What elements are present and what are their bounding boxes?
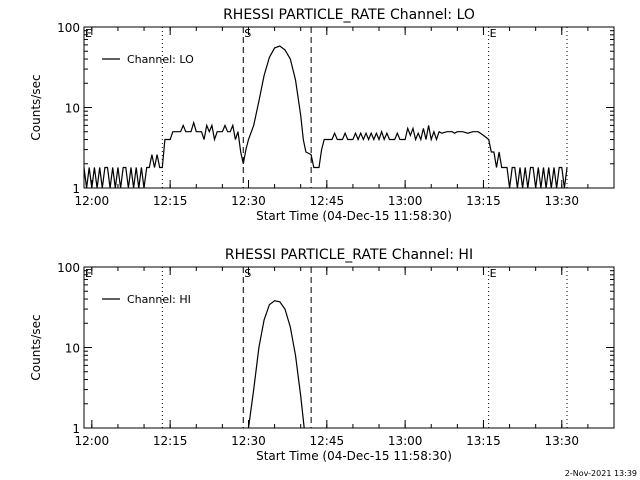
x-tick-label: 13:00	[388, 194, 423, 208]
x-tick-label: 13:15	[466, 194, 501, 208]
marker-label: E	[85, 27, 92, 40]
x-tick-label: 13:00	[388, 434, 423, 448]
chart-hi-panel: RHESSI PARTICLE_RATE Channel: HI Counts/s…	[29, 247, 615, 463]
footer-timestamp: 2-Nov-2021 13:39	[565, 469, 637, 478]
x-tick-label: 12:45	[310, 194, 345, 208]
legend-entry: Channel: HI	[127, 293, 191, 306]
series-line	[247, 300, 305, 429]
marker-label: S	[244, 27, 251, 40]
x-tick-label: 12:15	[153, 434, 188, 448]
y-tick-label: 100	[57, 261, 80, 275]
x-tick-label: 12:15	[153, 194, 188, 208]
y-tick-label: 1	[72, 182, 80, 196]
y-axis-label: Counts/sec	[29, 314, 43, 380]
plot-frame	[83, 26, 615, 189]
y-tick-label: 10	[65, 102, 80, 116]
legend-entry: Channel: LO	[127, 53, 194, 66]
y-tick-label: 10	[65, 342, 80, 356]
y-axis-label: Counts/sec	[29, 74, 43, 140]
marker-label: E	[490, 267, 497, 280]
x-tick-label: 12:30	[231, 194, 266, 208]
chart-title: RHESSI PARTICLE_RATE Channel: LO	[223, 7, 475, 23]
x-axis-label: Start Time (04-Dec-15 11:58:30)	[256, 209, 452, 223]
x-axis-label: Start Time (04-Dec-15 11:58:30)	[256, 449, 452, 463]
y-tick-label: 1	[72, 422, 80, 436]
x-tick-label: 13:30	[544, 194, 579, 208]
plot-frame	[83, 266, 615, 429]
chart-title: RHESSI PARTICLE_RATE Channel: HI	[225, 247, 473, 263]
x-tick-label: 13:15	[466, 434, 501, 448]
marker-label: E	[85, 267, 92, 280]
x-tick-label: 12:30	[231, 434, 266, 448]
x-tick-label: 12:00	[75, 434, 110, 448]
x-tick-label: 13:30	[544, 434, 579, 448]
series-line	[83, 45, 568, 189]
chart-lo-panel: RHESSI PARTICLE_RATE Channel: LO Counts/s…	[29, 7, 615, 223]
y-tick-label: 100	[57, 21, 80, 35]
x-tick-label: 12:00	[75, 194, 110, 208]
marker-label: E	[490, 27, 497, 40]
x-tick-label: 12:45	[310, 434, 345, 448]
marker-label: S	[244, 267, 251, 280]
